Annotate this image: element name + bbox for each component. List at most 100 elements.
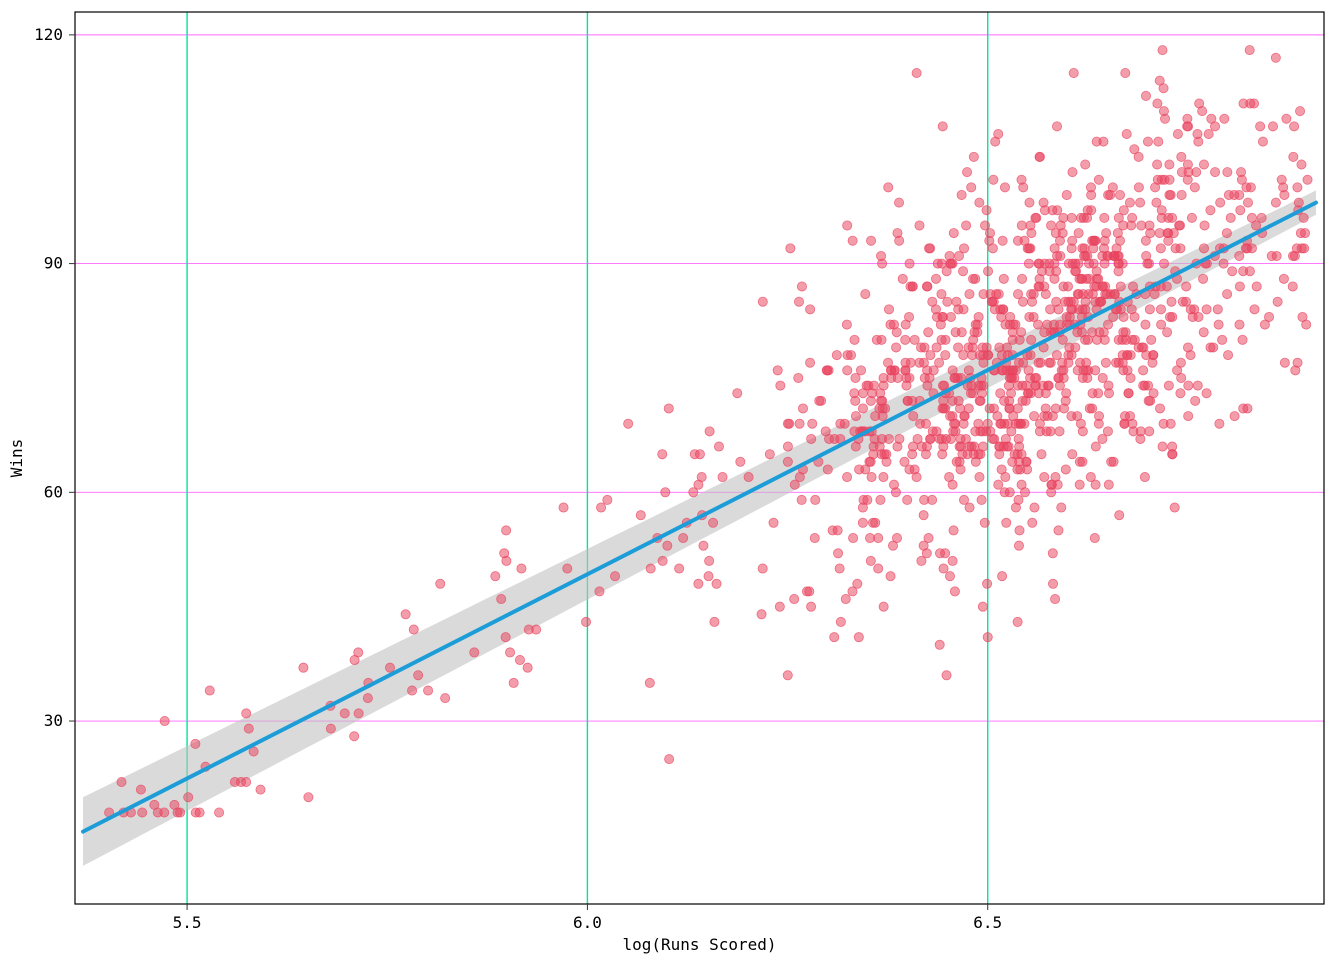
data-point xyxy=(1218,335,1227,344)
data-point xyxy=(1013,617,1022,626)
data-point xyxy=(214,808,223,817)
data-point xyxy=(441,694,450,703)
data-point xyxy=(1210,122,1219,131)
data-point xyxy=(1159,107,1168,116)
data-point xyxy=(835,564,844,573)
data-point xyxy=(424,686,433,695)
data-point xyxy=(1067,305,1076,314)
data-point xyxy=(1230,411,1239,420)
data-point xyxy=(830,434,839,443)
data-point xyxy=(945,572,954,581)
data-point xyxy=(1035,152,1044,161)
data-point xyxy=(935,434,944,443)
data-point xyxy=(1041,289,1050,298)
data-point xyxy=(877,434,886,443)
data-point xyxy=(1128,335,1137,344)
data-point xyxy=(797,282,806,291)
data-point xyxy=(523,663,532,672)
data-point xyxy=(1017,221,1026,230)
data-point xyxy=(505,648,514,657)
data-point xyxy=(1081,160,1090,169)
data-point xyxy=(1062,190,1071,199)
data-point xyxy=(1173,129,1182,138)
data-point xyxy=(1041,389,1050,398)
data-point xyxy=(1048,549,1057,558)
data-point xyxy=(965,503,974,512)
data-point xyxy=(646,564,655,573)
data-point xyxy=(1152,198,1161,207)
data-point xyxy=(1235,251,1244,260)
data-point xyxy=(1057,503,1066,512)
data-point xyxy=(1141,320,1150,329)
data-point xyxy=(1068,450,1077,459)
data-point xyxy=(1235,282,1244,291)
data-point xyxy=(1163,328,1172,337)
data-point xyxy=(941,549,950,558)
data-point xyxy=(517,564,526,573)
data-point xyxy=(1271,53,1280,62)
data-point xyxy=(805,587,814,596)
data-point xyxy=(938,312,947,321)
data-point xyxy=(1141,91,1150,100)
data-point xyxy=(975,198,984,207)
data-point xyxy=(705,427,714,436)
data-point xyxy=(893,228,902,237)
data-point xyxy=(1181,297,1190,306)
data-point xyxy=(786,244,795,253)
data-point xyxy=(1046,427,1055,436)
data-point xyxy=(954,251,963,260)
data-point xyxy=(909,411,918,420)
data-point xyxy=(1145,305,1154,314)
data-point xyxy=(921,450,930,459)
data-point xyxy=(1029,312,1038,321)
data-point xyxy=(1209,343,1218,352)
data-point xyxy=(995,343,1004,352)
data-point xyxy=(990,434,999,443)
data-point xyxy=(919,511,928,520)
data-point xyxy=(1228,267,1237,276)
data-point xyxy=(1075,480,1084,489)
data-point xyxy=(815,396,824,405)
data-point xyxy=(951,373,960,382)
data-point xyxy=(1075,457,1084,466)
data-point xyxy=(976,396,985,405)
data-point xyxy=(1036,358,1045,367)
y-tick-label: 30 xyxy=(44,711,63,730)
data-point xyxy=(736,457,745,466)
data-point xyxy=(848,587,857,596)
data-point xyxy=(1202,389,1211,398)
data-point xyxy=(1017,274,1026,283)
data-point xyxy=(184,793,193,802)
data-point xyxy=(996,419,1005,428)
data-point xyxy=(1140,472,1149,481)
data-point xyxy=(1030,411,1039,420)
data-point xyxy=(1017,328,1026,337)
data-point xyxy=(414,671,423,680)
data-point xyxy=(1014,434,1023,443)
data-point xyxy=(242,777,251,786)
data-point xyxy=(843,221,852,230)
data-point xyxy=(1130,145,1139,154)
data-point xyxy=(242,709,251,718)
data-point xyxy=(895,434,904,443)
data-point xyxy=(1256,122,1265,131)
data-point xyxy=(851,411,860,420)
data-point xyxy=(1156,244,1165,253)
data-point xyxy=(931,274,940,283)
data-point xyxy=(1056,251,1065,260)
data-point xyxy=(1183,343,1192,352)
data-point xyxy=(969,152,978,161)
data-point xyxy=(1109,251,1118,260)
data-point xyxy=(1048,579,1057,588)
data-point xyxy=(841,594,850,603)
data-point xyxy=(884,305,893,314)
data-point xyxy=(304,793,313,802)
data-point xyxy=(1028,518,1037,527)
data-point xyxy=(559,503,568,512)
data-point xyxy=(1046,305,1055,314)
data-point xyxy=(718,472,727,481)
data-point xyxy=(1127,305,1136,314)
data-point xyxy=(923,366,932,375)
data-point xyxy=(949,526,958,535)
data-point xyxy=(956,434,965,443)
